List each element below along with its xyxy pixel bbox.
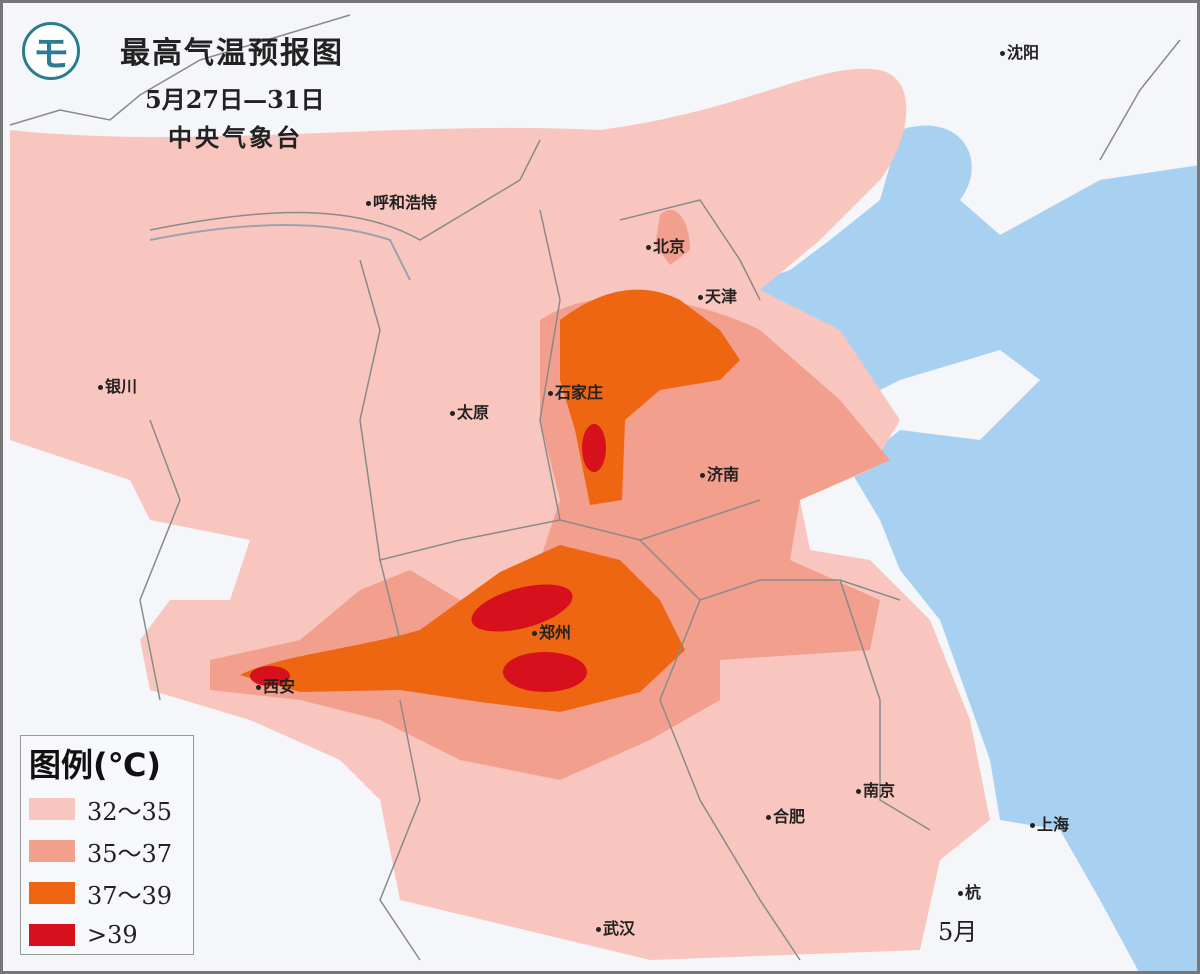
legend-item: 37～39 [29,880,172,910]
city-label: 沈阳 [1000,44,1039,62]
legend-title: 图例(℃) [29,746,162,784]
zone-over-39 [503,652,587,692]
city-label: 石家庄 [548,384,603,402]
map-title: 最高气温预报图 [120,36,344,71]
date-range: 5月27日—31日 [145,85,325,114]
legend-item: 35～37 [29,838,172,868]
legend: 图例(℃) 32～35 35～37 37～39 >39 [20,735,194,955]
legend-item: 32～35 [29,796,172,826]
city-label: 济南 [700,466,739,484]
organization: 中央气象台 [168,124,303,152]
legend-swatch [29,924,75,946]
legend-label: 37～39 [87,881,173,910]
watermark: 5月 [938,918,978,946]
cma-logo-icon: モ [22,22,80,80]
city-label: 郑州 [532,624,571,642]
province-borders [9,14,1181,961]
city-label: 天津 [698,288,737,306]
sea [745,125,1200,974]
legend-swatch [29,882,75,904]
yellow-river [149,224,411,281]
city-label: 西安 [256,678,295,696]
legend-label: >39 [87,921,138,949]
legend-label: 35～37 [87,839,173,868]
zone-32-35 [10,68,990,960]
city-label: 上海 [1030,816,1069,834]
zone-over-39 [471,584,573,632]
city-label: 北京 [646,238,685,256]
city-label: 太原 [450,404,489,422]
zone-over-39 [582,424,606,472]
legend-item: >39 [29,921,138,949]
city-label: 武汉 [596,920,635,938]
legend-swatch [29,798,75,820]
legend-swatch [29,840,75,862]
city-label: 呼和浩特 [366,194,437,212]
city-label: 银川 [98,378,137,396]
city-label: 杭 [958,884,981,902]
city-label: 南京 [856,782,895,800]
city-label: 合肥 [766,808,805,826]
legend-label: 32～35 [87,797,173,826]
